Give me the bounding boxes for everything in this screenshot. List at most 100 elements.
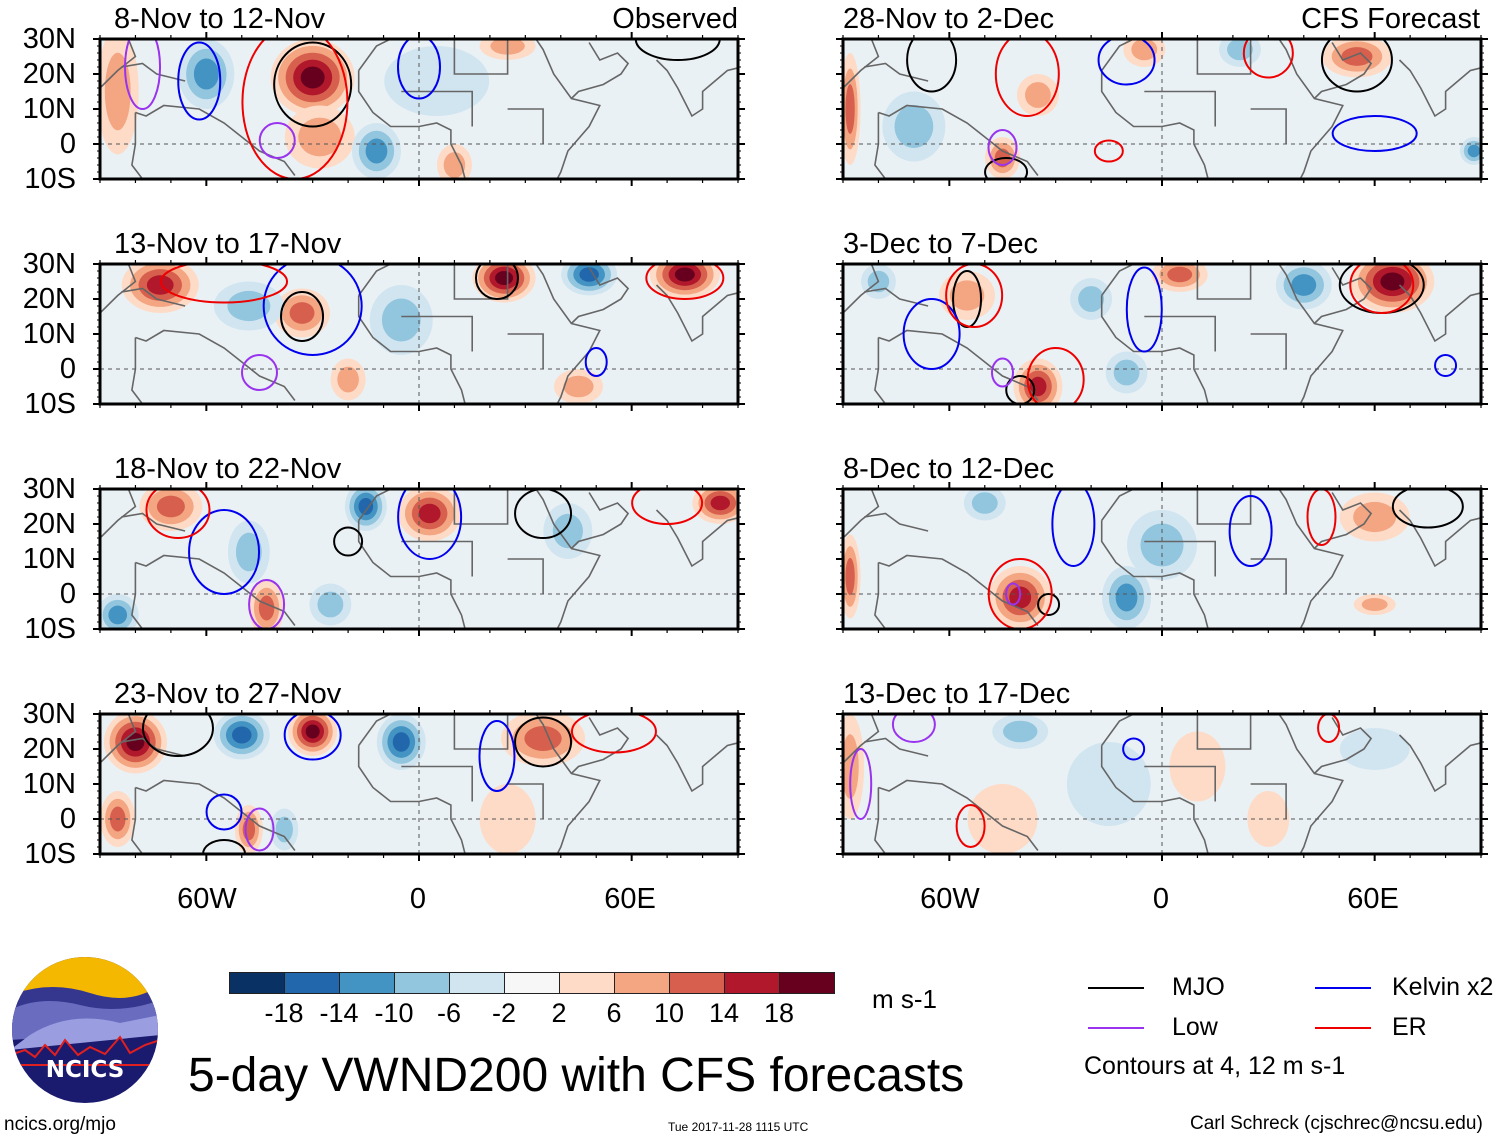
lat-tick-label: 30N xyxy=(22,248,76,280)
coastline xyxy=(507,333,544,369)
legend-mjo-line xyxy=(1088,987,1144,989)
colorbar-swatch xyxy=(394,972,450,994)
anomaly-shading xyxy=(418,503,441,524)
contour-kelvin xyxy=(1331,115,1418,152)
coastline xyxy=(131,562,144,629)
coastline xyxy=(843,264,880,314)
contour-low xyxy=(891,714,936,743)
contour-kelvin xyxy=(177,41,222,121)
contour-mjo xyxy=(141,714,214,757)
coastline xyxy=(843,714,880,764)
contour-low xyxy=(991,357,1014,388)
coastline xyxy=(874,787,887,854)
coastline xyxy=(358,489,391,521)
author-credit: Carl Schreck (cjschrec@ncsu.edu) xyxy=(1190,1113,1483,1134)
contour-er xyxy=(241,39,349,179)
coastline xyxy=(1250,783,1287,819)
coastline xyxy=(655,734,738,793)
lat-tick-label: 10S xyxy=(24,388,76,420)
coastline xyxy=(1100,295,1209,404)
anomaly-shading xyxy=(1131,39,1158,61)
coastline xyxy=(401,540,473,577)
anomaly-shading xyxy=(384,46,490,116)
lat-tick-label: 20N xyxy=(22,733,76,765)
contour-mjo xyxy=(514,489,573,539)
legend-kelvin-label: Kelvin x2 xyxy=(1392,973,1494,1001)
coastline xyxy=(358,39,391,71)
contour-mjo xyxy=(634,39,721,61)
contour-er xyxy=(1093,139,1124,163)
anomaly-shading xyxy=(845,84,855,134)
colorbar-tick-label: -10 xyxy=(374,998,414,1028)
coastline xyxy=(1313,717,1373,775)
coastline xyxy=(1144,315,1216,352)
lat-tick-label: 10N xyxy=(22,768,76,800)
legend-kelvin-line xyxy=(1315,987,1371,989)
legend-contour-note: Contours at 4, 12 m s-1 xyxy=(1084,1052,1346,1080)
contour-er xyxy=(1349,264,1415,314)
contour-er xyxy=(645,264,725,300)
figure-title: 5-day VWND200 with CFS forecasts xyxy=(188,1049,965,1102)
coastline xyxy=(1196,714,1252,750)
anomaly-shading xyxy=(563,375,594,398)
anomaly-shading xyxy=(967,784,1038,854)
coastline xyxy=(1100,520,1209,629)
coastline xyxy=(453,264,509,300)
anomaly-shading xyxy=(289,302,315,324)
anomaly-shading xyxy=(495,271,514,285)
anomaly-shading xyxy=(552,513,583,549)
coastline xyxy=(1278,264,1344,404)
coastline xyxy=(1398,59,1481,118)
contour-er xyxy=(1306,489,1337,546)
contour-kelvin xyxy=(1434,354,1458,377)
contour-kelvin xyxy=(1122,737,1146,761)
coastline xyxy=(1196,264,1252,300)
coastline xyxy=(535,264,601,404)
contour-mjo xyxy=(906,39,958,93)
contour-low xyxy=(258,122,296,159)
anomaly-shading xyxy=(1361,598,1388,611)
coastline xyxy=(1196,489,1252,525)
anomaly-shading xyxy=(104,52,131,131)
coastline xyxy=(864,512,929,532)
lat-tick-label: 0 xyxy=(59,128,76,160)
coastline xyxy=(1318,186,1339,197)
lat-tick-label: 10S xyxy=(24,838,76,870)
coastline xyxy=(1144,90,1216,127)
lon-label-left-60e: 60E xyxy=(604,883,656,915)
contour-er xyxy=(1026,347,1085,404)
coastline xyxy=(1313,267,1373,325)
coastline xyxy=(1278,39,1344,179)
coastline xyxy=(121,512,186,532)
contour-er xyxy=(570,714,657,754)
coastline xyxy=(1250,108,1287,144)
panel-title: 8-Nov to 12-Nov xyxy=(114,3,326,35)
coastline xyxy=(453,489,509,525)
colorbar-swatch xyxy=(449,972,505,994)
colorbar-swatch xyxy=(229,972,285,994)
coastline xyxy=(655,59,738,118)
coastline xyxy=(1196,39,1252,75)
anomaly-shading xyxy=(235,532,262,572)
coastline xyxy=(131,112,144,179)
coastline xyxy=(1100,745,1209,854)
coastline xyxy=(874,337,887,404)
contour-kelvin xyxy=(902,298,961,370)
lat-tick-label: 10N xyxy=(22,93,76,125)
map-panel xyxy=(93,482,745,636)
coastline xyxy=(1398,509,1481,568)
ncics-logo: NCICS xyxy=(12,957,158,1103)
coastline xyxy=(121,62,186,82)
footer-url[interactable]: ncics.org/mjo xyxy=(4,1114,116,1135)
anomaly-shading xyxy=(1167,266,1193,283)
coastline xyxy=(535,489,601,629)
map-panel xyxy=(93,32,745,186)
coastline xyxy=(135,779,296,851)
contour-mjo xyxy=(273,41,353,128)
lat-tick-label: 30N xyxy=(22,698,76,730)
contour-low xyxy=(1005,582,1022,606)
contour-mjo xyxy=(1391,489,1464,529)
coastline xyxy=(1101,489,1134,521)
coastline xyxy=(1278,489,1344,629)
lon-label-right-60e: 60E xyxy=(1347,883,1399,915)
